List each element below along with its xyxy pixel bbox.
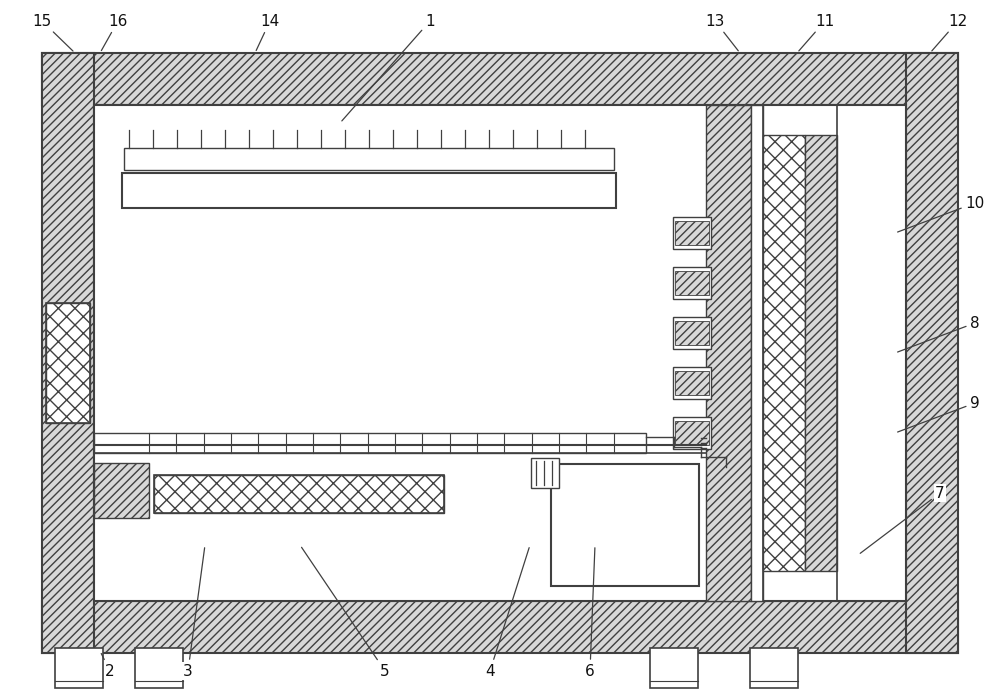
Bar bbox=[650, 648, 698, 688]
Text: 6: 6 bbox=[585, 547, 595, 678]
Bar bbox=[46, 303, 90, 423]
Bar bbox=[154, 475, 444, 513]
Bar bbox=[94, 463, 149, 518]
Text: 15: 15 bbox=[32, 13, 73, 51]
Text: 1: 1 bbox=[342, 13, 435, 121]
Text: 16: 16 bbox=[101, 13, 128, 51]
Bar bbox=[135, 648, 183, 688]
Bar bbox=[751, 105, 763, 601]
Text: 2: 2 bbox=[101, 653, 115, 678]
Bar bbox=[42, 601, 958, 653]
Text: 11: 11 bbox=[799, 13, 835, 51]
Bar bbox=[94, 105, 906, 601]
Text: 3: 3 bbox=[183, 547, 205, 678]
Bar bbox=[124, 148, 614, 170]
Bar bbox=[675, 421, 709, 445]
Bar bbox=[673, 267, 711, 299]
Text: 8: 8 bbox=[898, 315, 980, 352]
Bar bbox=[763, 135, 805, 571]
Bar bbox=[763, 105, 837, 601]
Bar bbox=[94, 433, 646, 453]
Text: 10: 10 bbox=[898, 195, 985, 232]
Bar bbox=[675, 321, 709, 345]
Bar bbox=[750, 648, 798, 688]
Text: 4: 4 bbox=[485, 547, 529, 678]
Bar bbox=[673, 317, 711, 349]
Bar bbox=[531, 458, 559, 488]
Text: 12: 12 bbox=[932, 13, 968, 51]
Bar bbox=[805, 135, 837, 571]
Bar bbox=[154, 475, 444, 513]
Bar bbox=[675, 221, 709, 245]
Bar bbox=[675, 371, 709, 395]
Bar bbox=[122, 173, 616, 208]
Bar bbox=[706, 105, 751, 601]
Bar bbox=[42, 53, 958, 105]
Text: 7: 7 bbox=[860, 486, 945, 553]
Bar bbox=[673, 417, 711, 449]
Bar bbox=[673, 217, 711, 249]
Bar bbox=[551, 464, 699, 586]
Text: 5: 5 bbox=[302, 547, 390, 678]
Text: 14: 14 bbox=[256, 13, 280, 51]
Bar bbox=[55, 648, 103, 688]
Bar bbox=[906, 53, 958, 653]
Text: 13: 13 bbox=[705, 13, 738, 51]
Bar bbox=[673, 367, 711, 399]
Bar bbox=[675, 271, 709, 295]
Bar bbox=[46, 303, 90, 423]
Bar bbox=[42, 53, 94, 653]
Text: 9: 9 bbox=[898, 396, 980, 432]
